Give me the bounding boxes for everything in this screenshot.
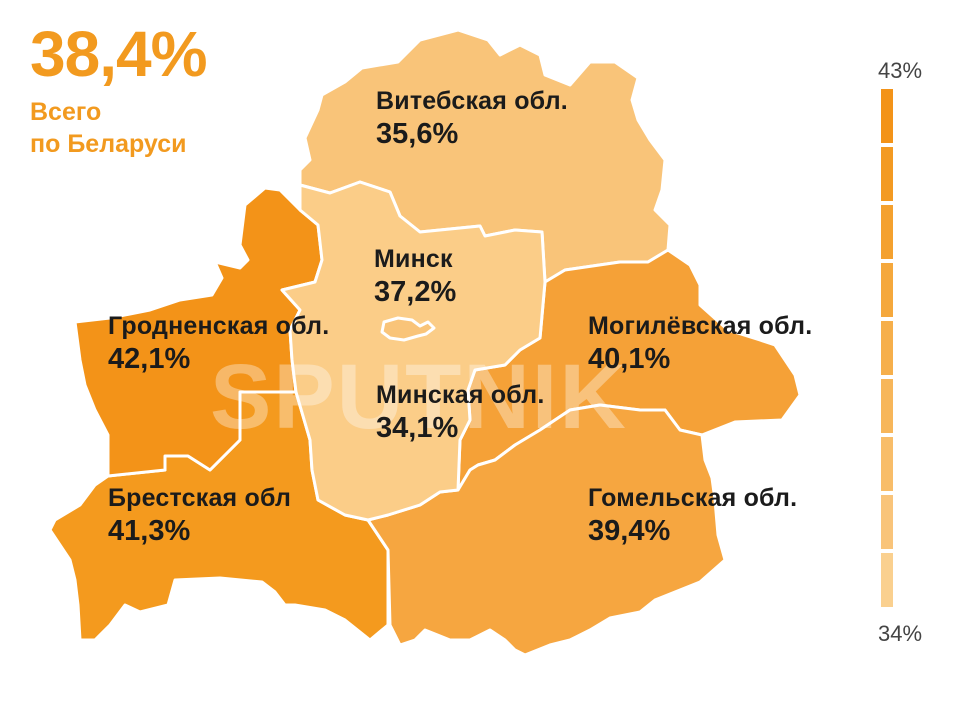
label-minsk-obl-name: Минская обл.: [376, 381, 545, 409]
label-gomel-name: Гомельская обл.: [588, 484, 798, 512]
label-brest-name: Брестская обл: [108, 484, 292, 512]
label-vitebsk-name: Витебская обл.: [376, 87, 568, 115]
label-grodno-name: Гродненская обл.: [108, 312, 330, 340]
label-grodno-value: 42,1%: [108, 342, 191, 375]
total-label-line2: по Беларуси: [30, 129, 187, 158]
label-brest-value: 41,3%: [108, 514, 191, 547]
label-minsk-city: Минск 37,2%: [374, 244, 456, 310]
label-minsk-city-value: 37,2%: [374, 275, 457, 308]
legend-scale-segment: [881, 553, 893, 607]
label-gomel-value: 39,4%: [588, 514, 671, 547]
legend-max-label: 43%: [878, 58, 923, 83]
legend-scale-segment: [881, 205, 893, 259]
label-vitebsk-value: 35,6%: [376, 117, 459, 150]
legend-scale-segment: [881, 437, 893, 491]
legend-scale-segment: [881, 89, 893, 143]
legend-scale-segment: [881, 495, 893, 549]
label-mogilev-value: 40,1%: [588, 342, 671, 375]
minsk-city-marker[interactable]: [380, 316, 436, 342]
label-mogilev-name: Могилёвская обл.: [588, 312, 813, 340]
label-brest: Брестская обл 41,3%: [108, 483, 291, 549]
label-minsk-city-name: Минск: [374, 245, 453, 273]
label-minsk-obl-value: 34,1%: [376, 411, 459, 444]
legend-scale-segment: [881, 379, 893, 433]
label-grodno: Гродненская обл. 42,1%: [108, 311, 329, 377]
total-summary: 38,4% Всего по Беларуси: [30, 18, 207, 161]
legend-scale-segment: [881, 321, 893, 375]
total-label-line1: Всего: [30, 98, 102, 126]
legend-min-label: 34%: [878, 621, 923, 646]
legend-scale-segment: [881, 147, 893, 201]
region-gomel[interactable]: [366, 403, 727, 657]
label-vitebsk: Витебская обл. 35,6%: [376, 86, 568, 152]
label-minsk-obl: Минская обл. 34,1%: [376, 380, 544, 446]
total-value: 38,4%: [30, 18, 207, 90]
region-minsk-obl[interactable]: [280, 180, 547, 522]
legend-color-scale: [881, 89, 893, 611]
label-mogilev: Могилёвская обл. 40,1%: [588, 311, 812, 377]
label-gomel: Гомельская обл. 39,4%: [588, 483, 797, 549]
legend-scale-segment: [881, 263, 893, 317]
